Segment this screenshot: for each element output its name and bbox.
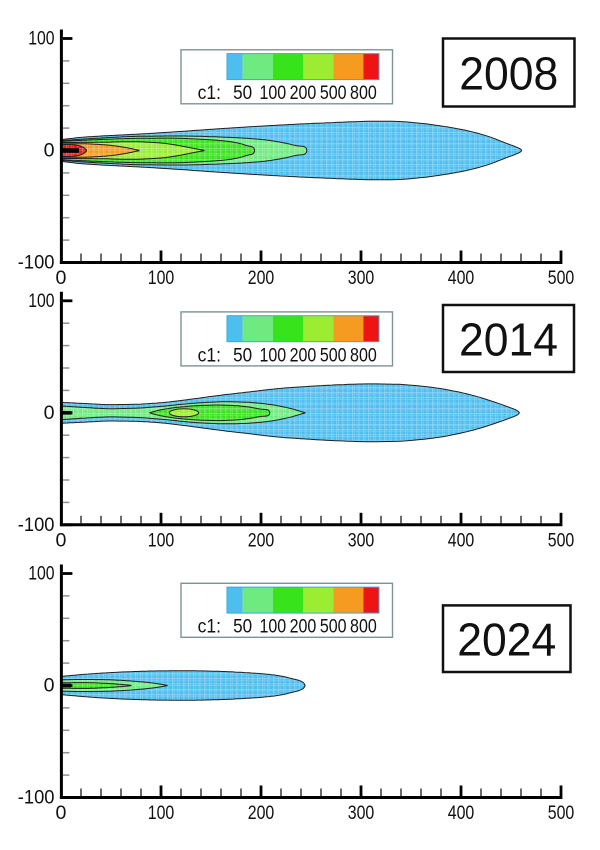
svg-text:50: 50 xyxy=(233,344,252,366)
svg-text:c1:: c1: xyxy=(198,344,221,366)
svg-text:100: 100 xyxy=(148,267,175,289)
svg-text:200: 200 xyxy=(248,267,275,289)
svg-text:50: 50 xyxy=(233,82,252,104)
svg-text:400: 400 xyxy=(448,267,475,289)
svg-text:100: 100 xyxy=(148,529,175,551)
svg-text:0: 0 xyxy=(56,802,67,824)
svg-text:100: 100 xyxy=(259,344,286,366)
svg-text:-100: -100 xyxy=(18,252,55,274)
svg-text:0: 0 xyxy=(44,140,55,162)
svg-text:100: 100 xyxy=(28,563,54,585)
svg-text:300: 300 xyxy=(348,529,375,551)
svg-text:0: 0 xyxy=(44,675,55,697)
svg-text:800: 800 xyxy=(350,616,377,638)
svg-text:200: 200 xyxy=(290,82,317,104)
svg-text:2024: 2024 xyxy=(457,614,556,666)
svg-text:0: 0 xyxy=(44,402,55,424)
svg-text:400: 400 xyxy=(448,529,475,551)
svg-text:400: 400 xyxy=(448,802,475,824)
svg-text:200: 200 xyxy=(248,529,275,551)
svg-text:2008: 2008 xyxy=(459,48,558,100)
svg-text:50: 50 xyxy=(233,616,252,638)
svg-text:500: 500 xyxy=(548,529,575,551)
svg-text:500: 500 xyxy=(548,802,575,824)
svg-text:c1:: c1: xyxy=(198,82,221,104)
svg-text:0: 0 xyxy=(56,267,67,289)
svg-text:100: 100 xyxy=(28,290,54,312)
svg-text:100: 100 xyxy=(148,802,175,824)
svg-text:300: 300 xyxy=(348,267,375,289)
svg-text:200: 200 xyxy=(290,344,317,366)
svg-text:2014: 2014 xyxy=(459,314,558,366)
svg-text:c1:: c1: xyxy=(198,616,221,638)
svg-text:500: 500 xyxy=(320,344,347,366)
svg-text:-100: -100 xyxy=(18,514,55,536)
svg-text:500: 500 xyxy=(320,616,347,638)
svg-text:100: 100 xyxy=(28,28,54,50)
svg-text:100: 100 xyxy=(259,616,286,638)
svg-text:0: 0 xyxy=(56,529,67,551)
svg-text:100: 100 xyxy=(259,82,286,104)
svg-text:200: 200 xyxy=(290,616,317,638)
svg-text:500: 500 xyxy=(548,267,575,289)
svg-text:-100: -100 xyxy=(18,787,55,809)
svg-text:800: 800 xyxy=(350,82,377,104)
svg-text:500: 500 xyxy=(320,82,347,104)
svg-text:800: 800 xyxy=(350,344,377,366)
svg-text:200: 200 xyxy=(248,802,275,824)
svg-text:300: 300 xyxy=(348,802,375,824)
